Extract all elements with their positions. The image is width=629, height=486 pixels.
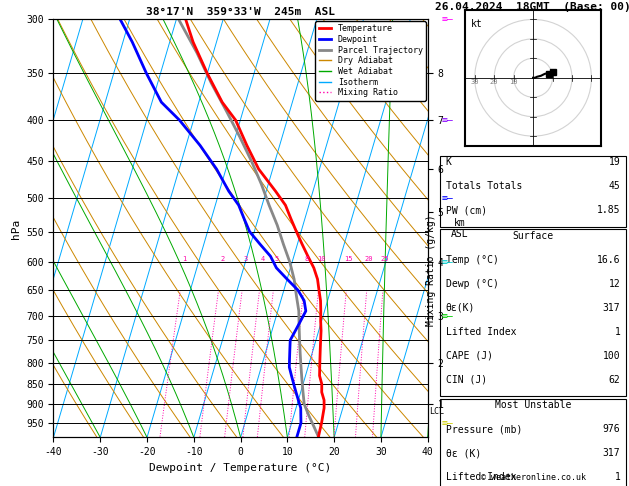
Text: 10: 10 <box>317 256 325 262</box>
Text: CIN (J): CIN (J) <box>446 375 487 385</box>
Text: Dewp (°C): Dewp (°C) <box>446 279 499 289</box>
Text: Surface: Surface <box>513 231 554 241</box>
Text: 317: 317 <box>603 448 620 458</box>
Text: 30: 30 <box>470 79 479 85</box>
Text: θε (K): θε (K) <box>446 448 481 458</box>
Text: 38°17'N  359°33'W  245m  ASL: 38°17'N 359°33'W 245m ASL <box>146 7 335 17</box>
X-axis label: Dewpoint / Temperature (°C): Dewpoint / Temperature (°C) <box>150 463 331 473</box>
Text: 12: 12 <box>608 279 620 289</box>
Text: 20: 20 <box>365 256 374 262</box>
Text: 10: 10 <box>509 79 518 85</box>
Text: 1: 1 <box>182 256 186 262</box>
Text: 20: 20 <box>490 79 498 85</box>
Legend: Temperature, Dewpoint, Parcel Trajectory, Dry Adiabat, Wet Adiabat, Isotherm, Mi: Temperature, Dewpoint, Parcel Trajectory… <box>315 21 426 101</box>
Bar <box>440 229 626 396</box>
Text: 19: 19 <box>608 157 620 167</box>
Text: ≡—: ≡— <box>442 115 454 125</box>
Text: ≡—: ≡— <box>442 193 454 203</box>
Text: 16.6: 16.6 <box>597 255 620 265</box>
Text: 976: 976 <box>603 424 620 434</box>
Text: 100: 100 <box>603 351 620 361</box>
Text: 317: 317 <box>603 303 620 313</box>
Text: PW (cm): PW (cm) <box>446 205 487 215</box>
Text: Most Unstable: Most Unstable <box>495 400 571 410</box>
Text: Temp (°C): Temp (°C) <box>446 255 499 265</box>
Y-axis label: km
ASL: km ASL <box>451 218 469 239</box>
Text: 2: 2 <box>220 256 225 262</box>
Text: kt: kt <box>471 19 482 30</box>
Text: CAPE (J): CAPE (J) <box>446 351 493 361</box>
Text: © weatheronline.co.uk: © weatheronline.co.uk <box>481 473 586 482</box>
Text: 5: 5 <box>274 256 279 262</box>
Text: 8: 8 <box>304 256 309 262</box>
Bar <box>440 399 626 486</box>
Text: 1: 1 <box>615 327 620 337</box>
Text: 1: 1 <box>615 472 620 482</box>
Text: 1.85: 1.85 <box>597 205 620 215</box>
Text: ≡—: ≡— <box>442 257 454 267</box>
Text: LCL: LCL <box>428 407 443 416</box>
Bar <box>440 156 626 227</box>
Text: K: K <box>446 157 452 167</box>
Text: 26.04.2024  18GMT  (Base: 00): 26.04.2024 18GMT (Base: 00) <box>435 2 629 13</box>
Text: 45: 45 <box>608 181 620 191</box>
Text: 4: 4 <box>260 256 265 262</box>
Text: 25: 25 <box>381 256 389 262</box>
Text: ≡—: ≡— <box>442 15 454 24</box>
Text: Totals Totals: Totals Totals <box>446 181 522 191</box>
Text: θε(K): θε(K) <box>446 303 476 313</box>
Text: 3: 3 <box>243 256 248 262</box>
Text: Lifted Index: Lifted Index <box>446 472 516 482</box>
Text: Lifted Index: Lifted Index <box>446 327 516 337</box>
Text: ≡—: ≡— <box>442 311 454 321</box>
Text: Pressure (mb): Pressure (mb) <box>446 424 522 434</box>
Text: Mixing Ratio (g/kg): Mixing Ratio (g/kg) <box>426 214 436 326</box>
Text: 15: 15 <box>345 256 353 262</box>
Y-axis label: hPa: hPa <box>11 218 21 239</box>
Text: 62: 62 <box>608 375 620 385</box>
Text: ≡—: ≡— <box>442 418 454 428</box>
